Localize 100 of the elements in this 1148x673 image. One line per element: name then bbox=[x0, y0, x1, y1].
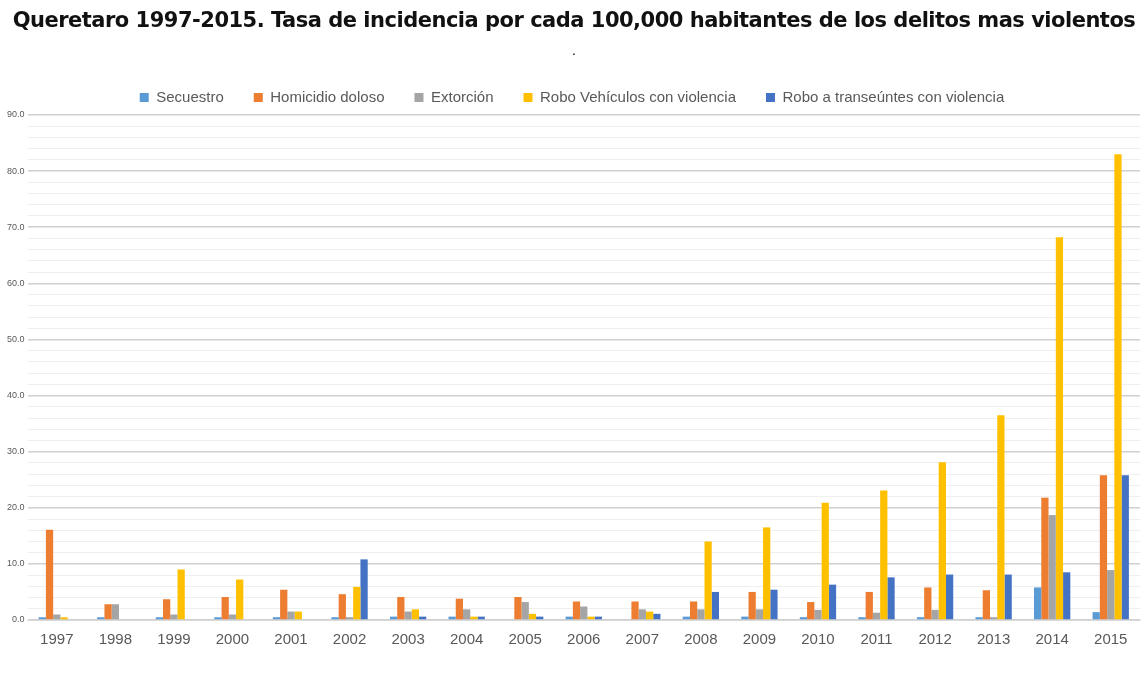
x-tick-label: 2008 bbox=[684, 630, 718, 648]
x-tick-label: 2007 bbox=[625, 630, 659, 648]
bar bbox=[397, 596, 405, 620]
bar bbox=[807, 602, 815, 620]
bar bbox=[45, 529, 54, 620]
bar bbox=[631, 601, 639, 620]
y-tick-label: 0.0 bbox=[12, 614, 25, 625]
bar bbox=[704, 541, 712, 620]
bar bbox=[887, 577, 895, 620]
y-tick-label: 10.0 bbox=[6, 558, 25, 569]
bar bbox=[880, 490, 888, 620]
bar bbox=[865, 591, 873, 620]
y-tick-label: 90.0 bbox=[6, 109, 25, 120]
bar bbox=[763, 527, 771, 620]
bar bbox=[638, 609, 646, 620]
bar bbox=[924, 587, 932, 620]
legend-label: Robo a transeúntes con violencia bbox=[782, 87, 1005, 105]
bar bbox=[697, 609, 705, 620]
bar bbox=[755, 609, 764, 620]
bar bbox=[521, 602, 529, 620]
x-tick-label: 2013 bbox=[976, 630, 1011, 648]
bar bbox=[170, 614, 178, 620]
bar bbox=[236, 579, 244, 620]
bar bbox=[338, 594, 346, 620]
bar bbox=[177, 569, 185, 620]
bar bbox=[828, 584, 837, 620]
x-tick-label: 1997 bbox=[40, 630, 74, 648]
y-tick-label: 30.0 bbox=[6, 446, 25, 457]
bar bbox=[945, 574, 954, 620]
bar bbox=[1041, 497, 1049, 620]
bar bbox=[411, 609, 419, 620]
bar bbox=[331, 617, 339, 620]
bar bbox=[287, 611, 295, 620]
legend-label: Secuestro bbox=[156, 87, 224, 105]
x-tick-label: 2003 bbox=[391, 630, 425, 648]
bar bbox=[1121, 475, 1129, 620]
x-tick-label: 1998 bbox=[98, 630, 133, 648]
bar bbox=[345, 617, 354, 620]
bar bbox=[38, 617, 46, 620]
bar bbox=[821, 502, 829, 620]
bar bbox=[916, 617, 925, 620]
bar bbox=[163, 599, 171, 620]
bar bbox=[1107, 570, 1115, 620]
bar bbox=[711, 591, 720, 620]
bar bbox=[770, 589, 778, 620]
bar bbox=[53, 614, 61, 620]
bar bbox=[214, 617, 222, 620]
x-tick-label: 2002 bbox=[332, 630, 367, 648]
bar bbox=[572, 601, 581, 620]
bar bbox=[404, 611, 412, 620]
bar bbox=[1034, 587, 1042, 620]
bar bbox=[858, 617, 866, 620]
bar bbox=[104, 604, 112, 620]
legend-label: Homicidio doloso bbox=[270, 87, 385, 105]
y-tick-label: 20.0 bbox=[6, 502, 25, 513]
bar bbox=[997, 415, 1005, 620]
bar bbox=[60, 617, 68, 620]
x-tick-label: 2015 bbox=[1094, 630, 1128, 648]
y-tick-label: 70.0 bbox=[6, 221, 25, 232]
bar bbox=[455, 598, 464, 620]
bar bbox=[975, 617, 983, 620]
y-tick-label: 40.0 bbox=[6, 390, 25, 401]
y-tick-label: 80.0 bbox=[6, 165, 25, 176]
bar bbox=[155, 617, 164, 620]
bar bbox=[97, 617, 105, 620]
bar bbox=[360, 559, 368, 620]
x-tick-label: 2011 bbox=[860, 630, 893, 648]
x-tick-label: 2014 bbox=[1035, 630, 1069, 648]
bar bbox=[353, 586, 361, 620]
x-tick-label: 2006 bbox=[567, 630, 601, 648]
chart-subtitle: . bbox=[571, 42, 577, 60]
bar bbox=[514, 596, 522, 620]
bar bbox=[1099, 475, 1108, 620]
bar bbox=[1114, 154, 1122, 620]
bar bbox=[1004, 574, 1012, 620]
x-tick-label: 2001 bbox=[274, 630, 308, 648]
bar bbox=[528, 613, 537, 620]
x-tick-label: 2000 bbox=[215, 630, 250, 648]
y-tick-label: 60.0 bbox=[6, 277, 25, 288]
bar bbox=[1063, 572, 1071, 620]
bar bbox=[748, 591, 756, 620]
x-tick-label: 2009 bbox=[742, 630, 777, 648]
bar bbox=[1092, 612, 1100, 620]
bar bbox=[799, 617, 808, 620]
x-tick-label: 2010 bbox=[801, 630, 835, 648]
bar bbox=[280, 589, 288, 620]
legend-label: Robo Vehículos con violencia bbox=[540, 87, 737, 105]
bar bbox=[1048, 515, 1056, 620]
bar bbox=[938, 462, 946, 620]
bar bbox=[228, 614, 237, 620]
x-tick-label: 2004 bbox=[449, 630, 484, 648]
x-tick-label: 2005 bbox=[508, 630, 542, 648]
bar bbox=[931, 609, 939, 620]
y-tick-label: 50.0 bbox=[6, 333, 25, 344]
x-tick-label: 1999 bbox=[157, 630, 191, 648]
bar bbox=[989, 617, 998, 620]
bar bbox=[272, 617, 281, 620]
bar bbox=[463, 609, 471, 620]
bar bbox=[653, 613, 661, 620]
chart-title: Queretaro 1997-2015. Tasa de incidencia por cada 100,000 habitantes de los delitos mas violentos bbox=[11, 8, 1137, 32]
